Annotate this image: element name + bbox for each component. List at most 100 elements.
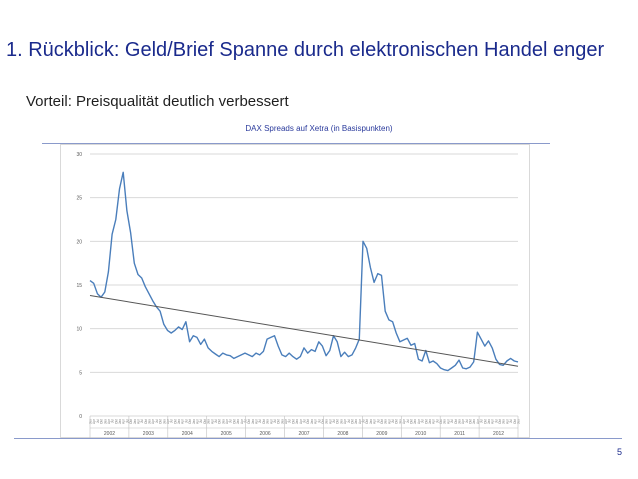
x-month-label: Apr (255, 418, 259, 424)
x-month-label: Jul (480, 419, 484, 423)
divider-top (42, 143, 550, 144)
x-month-label: Jul (96, 419, 100, 423)
x-month-label: Okt (277, 419, 281, 424)
x-month-label: Jul (362, 419, 366, 423)
x-month-label: Okt (498, 419, 502, 424)
x-month-label: Jul (450, 419, 454, 423)
x-month-label: Jan (266, 419, 270, 424)
slide-title: 1. Rückblick: Geld/Brief Spanne durch el… (6, 39, 605, 61)
x-month-label: Jul (376, 419, 380, 423)
x-month-label: Okt (336, 419, 340, 424)
x-month-label: Jan (103, 419, 107, 424)
x-year-label: 2005 (221, 431, 232, 437)
x-month-label: Apr (136, 418, 140, 424)
x-month-label: Jan (443, 419, 447, 424)
x-month-label: Jan (118, 419, 122, 424)
x-month-label: Jul (406, 419, 410, 423)
x-month-label: Apr (314, 418, 318, 424)
x-month-label: Jan (487, 419, 491, 424)
x-month-label: Jan (89, 419, 93, 424)
x-year-label: 2009 (376, 431, 387, 437)
x-year-label: 2007 (298, 431, 309, 437)
y-tick-label: 10 (76, 327, 82, 333)
trendline (89, 294, 519, 367)
x-month-label: Jul (111, 419, 115, 423)
x-month-label: Jan (472, 419, 476, 424)
series-line (89, 171, 519, 372)
x-month-label: Okt (159, 419, 163, 424)
x-month-label: Jan (398, 419, 402, 424)
x-month-label: Jan (517, 419, 521, 424)
x-month-label: Apr (446, 418, 450, 424)
x-month-label: Apr (210, 418, 214, 424)
x-month-label: Jul (258, 419, 262, 423)
x-month-label: Apr (432, 418, 436, 424)
y-tick-label: 25 (76, 196, 82, 202)
x-month-label: Jan (502, 419, 506, 424)
x-month-label: Jan (162, 419, 166, 424)
x-month-label: Apr (328, 418, 332, 424)
x-month-label: Apr (461, 418, 465, 424)
x-month-label: Jan (148, 419, 152, 424)
x-month-label: Jan (369, 419, 373, 424)
x-month-label: Apr (269, 418, 273, 424)
x-month-label: Okt (144, 419, 148, 424)
y-tick-label: 30 (76, 152, 82, 158)
x-year-label: 2004 (182, 431, 193, 437)
x-month-label: Okt (380, 419, 384, 424)
x-month-label: Okt (321, 419, 325, 424)
page-number: 5 (616, 447, 622, 457)
x-month-label: Jul (155, 419, 159, 423)
x-month-label: Jan (384, 419, 388, 424)
x-month-label: Apr (240, 418, 244, 424)
x-month-label: Okt (350, 419, 354, 424)
x-month-label: Okt (114, 419, 118, 424)
x-month-label: Apr (92, 418, 96, 424)
x-month-label: Apr (284, 418, 288, 424)
x-axis-ticks: Jan Apr Jul Okt Jan Apr Jul Okt Jan Apr Jul Okt Jan A… (89, 416, 521, 438)
x-month-label: Jul (332, 419, 336, 423)
x-month-label: Okt (410, 419, 414, 424)
x-month-label: Jan (457, 419, 461, 424)
series-layer (89, 171, 519, 372)
x-month-label: Jul (229, 419, 233, 423)
x-month-label: Jul (509, 419, 513, 423)
x-month-label: Apr (151, 418, 155, 424)
x-month-label: Jan (413, 419, 417, 424)
x-month-label: Jan (428, 419, 432, 424)
x-month-label: Jan (295, 419, 299, 424)
x-month-label: Jul (199, 419, 203, 423)
x-month-label: Apr (122, 418, 126, 424)
x-month-label: Okt (439, 419, 443, 424)
chart-title: DAX Spreads auf Xetra (in Basispunkten) (245, 124, 393, 133)
x-month-label: Apr (196, 418, 200, 424)
x-month-label: Jan (251, 419, 255, 424)
x-month-label: Jan (280, 419, 284, 424)
x-month-label: Apr (505, 418, 509, 424)
x-month-label: Jul (435, 419, 439, 423)
x-month-label: Okt (424, 419, 428, 424)
x-month-label: Okt (291, 419, 295, 424)
x-month-label: Apr (417, 418, 421, 424)
x-month-label: Apr (491, 418, 495, 424)
x-month-label: Okt (203, 419, 207, 424)
x-month-label: Okt (262, 419, 266, 424)
x-year-label: 2006 (260, 431, 271, 437)
y-tick-label: 15 (76, 283, 82, 289)
y-tick-label: 5 (79, 370, 82, 376)
x-year-label: 2010 (415, 431, 426, 437)
x-month-label: Apr (402, 418, 406, 424)
x-month-label: Jul (303, 419, 307, 423)
x-month-label: Jan (310, 419, 314, 424)
x-month-label: Okt (469, 419, 473, 424)
x-month-label: Apr (476, 418, 480, 424)
x-month-label: Okt (513, 419, 517, 424)
x-month-label: Okt (306, 419, 310, 424)
x-month-label: Jan (325, 419, 329, 424)
y-tick-label: 20 (76, 239, 82, 245)
x-month-label: Jul (465, 419, 469, 423)
x-month-label: Jan (221, 419, 225, 424)
x-year-label: 2011 (454, 431, 465, 437)
x-month-label: Jul (494, 419, 498, 423)
